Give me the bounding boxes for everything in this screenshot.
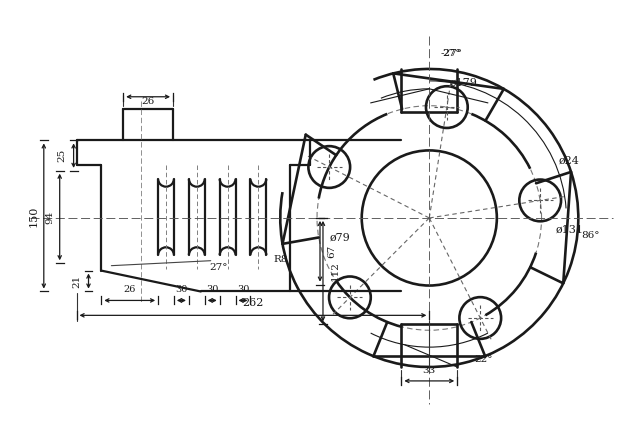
Text: ø131: ø131	[556, 225, 584, 235]
Text: 262: 262	[243, 299, 264, 308]
Text: 26: 26	[141, 97, 155, 106]
Text: 94: 94	[45, 210, 54, 224]
Text: 25: 25	[57, 149, 66, 162]
Text: 67: 67	[328, 245, 337, 258]
Text: 30: 30	[206, 285, 218, 294]
Text: 30: 30	[175, 285, 188, 294]
Text: -27°: -27°	[440, 48, 462, 57]
Text: 150: 150	[29, 205, 39, 227]
Text: 112: 112	[330, 261, 339, 281]
Text: ø24: ø24	[559, 155, 580, 165]
Text: 27°: 27°	[442, 48, 460, 57]
Text: 26: 26	[124, 285, 136, 294]
Text: 22°: 22°	[475, 354, 493, 363]
Text: 33: 33	[422, 366, 436, 375]
Text: 86°: 86°	[581, 231, 600, 240]
Text: R8: R8	[273, 255, 287, 264]
Text: 21: 21	[72, 275, 81, 288]
Text: 27°: 27°	[209, 263, 228, 272]
Text: ø79: ø79	[330, 233, 350, 243]
Text: ø179: ø179	[450, 78, 478, 88]
Text: 30: 30	[237, 285, 249, 294]
